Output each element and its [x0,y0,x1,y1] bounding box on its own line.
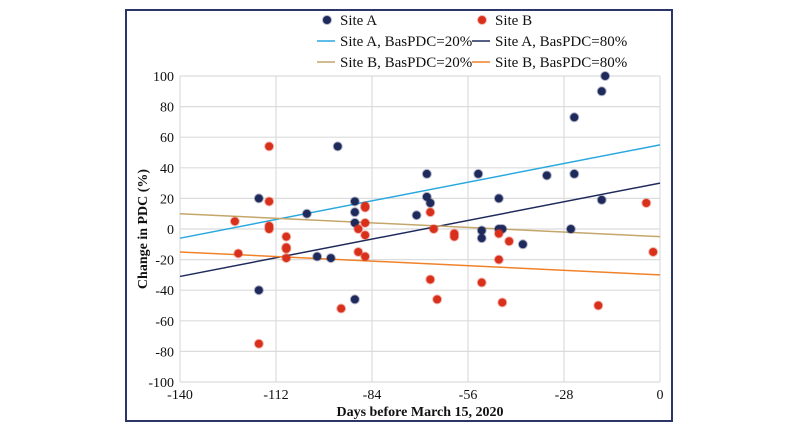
data-point [349,217,360,228]
data-point [497,297,508,308]
data-point [428,224,439,234]
data-point [425,274,436,285]
data-point [281,231,292,242]
data-point [569,168,580,179]
data-point [493,193,504,204]
x-tick-label: -84 [363,388,382,403]
data-point [476,233,487,244]
data-point [425,207,436,218]
y-tick-label: -80 [155,345,174,360]
legend-label: Site A [340,13,377,29]
data-point [353,224,364,234]
data-point [281,243,292,254]
y-tick-label: -60 [155,315,174,330]
data-point [565,224,576,234]
data-point [421,168,432,179]
y-tick-label: -20 [155,254,174,269]
x-tick-label: -140 [167,388,193,403]
data-point [600,71,611,81]
data-point [233,248,244,259]
legend-marker-icon [322,15,332,25]
trend-lines [179,144,661,278]
legend-label: Site B, BasPDC=80% [495,55,627,71]
x-tick-label: 0 [657,388,664,403]
y-tick-label: 20 [160,192,174,207]
data-point [349,294,360,305]
trend-line [179,251,661,276]
tick-labels: -100 -80 -60 -40 -20 0 20 40 60 80 100 -140 -112 -84 -… [148,70,663,403]
x-tick-label: -112 [263,388,288,403]
trend-line [179,144,661,239]
y-tick-label: 40 [160,162,174,177]
data-point [264,141,275,152]
data-point [476,277,487,288]
data-point [253,338,264,349]
data-point [593,300,604,311]
data-point [264,224,275,234]
data-point [360,217,371,228]
data-point [421,191,432,202]
y-tick-label: -40 [155,284,174,299]
data-point [596,194,607,205]
y-axis-label: Change in PDC (%) [136,169,151,290]
x-axis-label: Days before March 15, 2020 [336,405,503,420]
data-point [517,239,528,250]
trend-line [179,212,661,238]
x-tick-label: -56 [459,388,478,403]
legend-label: Site A, BasPDC=20% [340,34,472,50]
data-point [473,168,484,179]
data-point [253,193,264,204]
data-point [349,196,360,207]
legend-label: Site A, BasPDC=80% [495,34,627,50]
data-point [353,246,364,257]
data-point [312,251,323,262]
data-point [493,228,504,239]
x-tick-label: -28 [555,388,574,403]
trend-line [179,182,661,278]
legend-label: Site B [495,13,532,29]
data-point [493,254,504,265]
y-tick-label: 60 [160,131,174,146]
data-point [325,253,336,264]
y-tick-label: 100 [153,70,174,85]
data-point [504,236,515,247]
data-point [253,285,264,296]
data-point [641,197,652,208]
data-point [432,294,443,305]
data-point [332,141,343,152]
data-point [360,251,371,262]
data-point [425,197,436,208]
legend-marker-icon [477,15,487,25]
data-point [281,253,292,264]
grid [179,75,661,383]
chart-frame [125,9,673,422]
legend-label: Site B, BasPDC=20% [340,55,472,71]
y-tick-label: -100 [148,376,174,391]
data-point [301,208,312,219]
y-tick-label: 0 [167,223,174,238]
data-point [264,196,275,207]
y-tick-label: 80 [160,101,174,116]
data-point [360,201,371,212]
data-point [648,246,659,257]
data-point [336,303,347,314]
data-point [569,112,580,123]
data-point [449,231,460,242]
data-point [349,207,360,218]
data-points [229,71,659,349]
data-point [360,230,371,241]
data-point [411,210,422,221]
data-point [596,86,607,97]
data-point [229,216,240,227]
legend: Site A Site B Site A, BasPDC=20% Site A, Ba… [317,13,627,71]
data-point [541,170,552,181]
